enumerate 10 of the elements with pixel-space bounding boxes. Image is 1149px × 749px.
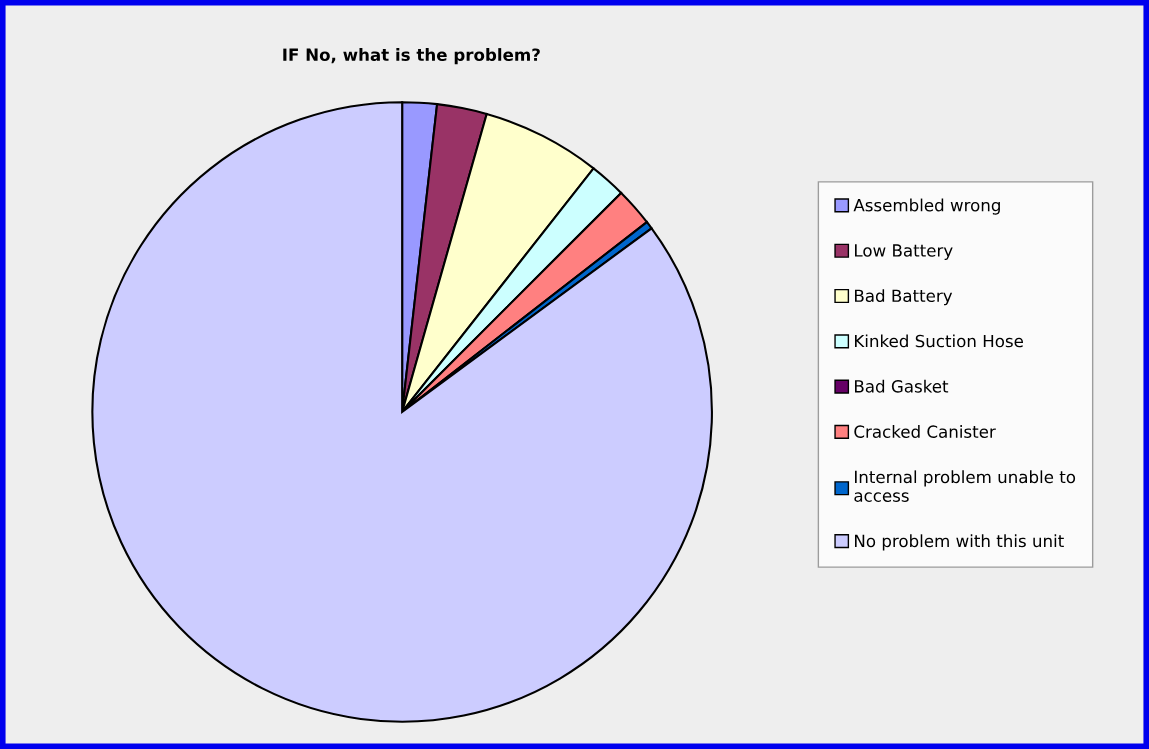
- legend-label: Bad Gasket: [855, 379, 949, 393]
- legend-label: Cracked Canister: [854, 425, 996, 438]
- legend-label: Internal problem unable to access: [854, 470, 1076, 502]
- legend-label: No problem with this unit: [855, 534, 1064, 551]
- pie-slice: [91, 101, 713, 723]
- legend-label: Bad Battery: [855, 289, 953, 306]
- legend-label: Kinked Suction Hose: [855, 334, 1023, 348]
- legend-label: Assembled wrong: [853, 198, 1000, 215]
- legend-label: Low Battery: [855, 244, 953, 260]
- chart-title: IF No, what is the problem?: [283, 48, 540, 65]
